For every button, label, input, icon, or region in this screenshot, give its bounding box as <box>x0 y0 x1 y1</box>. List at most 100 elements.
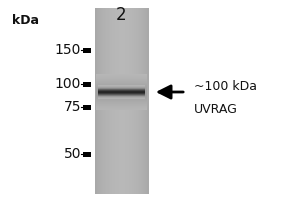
Bar <box>96 79 147 80</box>
Bar <box>134 8 135 194</box>
Bar <box>98 8 99 194</box>
Bar <box>96 84 147 85</box>
Bar <box>97 8 98 194</box>
Bar <box>98 88 145 89</box>
Bar <box>131 8 133 194</box>
Bar <box>98 89 145 90</box>
Bar <box>96 76 147 77</box>
Bar <box>122 8 123 194</box>
Bar <box>136 8 137 194</box>
Bar <box>105 8 107 194</box>
Bar <box>136 8 138 194</box>
Bar <box>98 86 145 87</box>
Bar <box>96 88 147 90</box>
Bar <box>104 8 106 194</box>
Bar <box>96 104 147 105</box>
Bar <box>98 88 145 89</box>
Bar <box>145 8 147 194</box>
Bar <box>96 101 147 102</box>
Bar <box>98 85 145 86</box>
Bar <box>96 94 147 95</box>
Bar <box>129 8 130 194</box>
Text: UVRAG: UVRAG <box>194 103 237 116</box>
Bar <box>147 8 149 194</box>
Bar <box>125 8 126 194</box>
Bar <box>98 95 145 96</box>
Bar <box>98 96 145 97</box>
Bar <box>98 89 145 90</box>
Bar <box>146 8 148 194</box>
Bar <box>117 8 119 194</box>
Bar <box>96 96 147 97</box>
Bar <box>96 8 97 194</box>
Bar <box>98 90 145 91</box>
Bar <box>82 152 91 156</box>
Bar <box>96 82 147 83</box>
Bar <box>96 80 147 81</box>
Bar <box>96 100 147 101</box>
Bar <box>138 8 139 194</box>
Bar <box>96 89 147 90</box>
Bar <box>98 85 145 86</box>
Bar <box>124 8 125 194</box>
Bar <box>98 97 145 98</box>
Bar <box>94 8 96 194</box>
Bar <box>134 8 136 194</box>
Bar <box>140 8 141 194</box>
Bar <box>96 97 147 98</box>
Bar <box>101 8 102 194</box>
Bar <box>96 74 147 75</box>
Bar <box>96 93 147 94</box>
Bar <box>98 97 145 98</box>
Bar <box>96 106 147 108</box>
Bar <box>118 8 120 194</box>
Bar <box>143 8 145 194</box>
Bar <box>98 91 145 92</box>
Bar <box>98 91 145 92</box>
Bar <box>96 87 147 88</box>
Bar <box>130 8 131 194</box>
Bar <box>82 47 91 52</box>
Bar <box>96 83 147 84</box>
Bar <box>103 8 104 194</box>
Bar <box>120 8 122 194</box>
Bar <box>96 105 147 106</box>
Bar <box>116 8 118 194</box>
Bar <box>96 85 147 86</box>
Bar <box>96 90 147 91</box>
Bar <box>96 95 147 96</box>
Text: 2: 2 <box>116 6 127 24</box>
Bar <box>111 8 112 194</box>
Bar <box>96 75 147 76</box>
Bar <box>96 102 147 103</box>
Bar <box>98 90 145 91</box>
Bar <box>98 92 145 93</box>
Bar <box>96 108 147 109</box>
Bar <box>127 8 128 194</box>
Bar <box>96 107 147 108</box>
Bar <box>112 8 113 194</box>
Bar <box>141 8 142 194</box>
Bar <box>96 77 147 78</box>
Bar <box>142 8 143 194</box>
Text: kDa: kDa <box>12 14 39 27</box>
Bar <box>96 91 147 92</box>
Bar <box>119 8 121 194</box>
Text: 50: 50 <box>64 147 81 161</box>
Bar <box>123 8 124 194</box>
Bar <box>126 8 127 194</box>
Bar <box>98 93 145 94</box>
Bar <box>132 8 134 194</box>
Text: ~100 kDa: ~100 kDa <box>194 79 256 92</box>
Bar <box>109 8 110 194</box>
Bar <box>144 8 145 194</box>
Bar <box>110 8 111 194</box>
Bar <box>96 97 147 98</box>
Text: 100: 100 <box>55 77 81 91</box>
Bar <box>96 109 147 110</box>
Bar <box>98 94 145 95</box>
Bar <box>106 8 108 194</box>
Bar <box>98 87 145 88</box>
Bar <box>98 94 145 95</box>
Bar <box>98 98 145 99</box>
